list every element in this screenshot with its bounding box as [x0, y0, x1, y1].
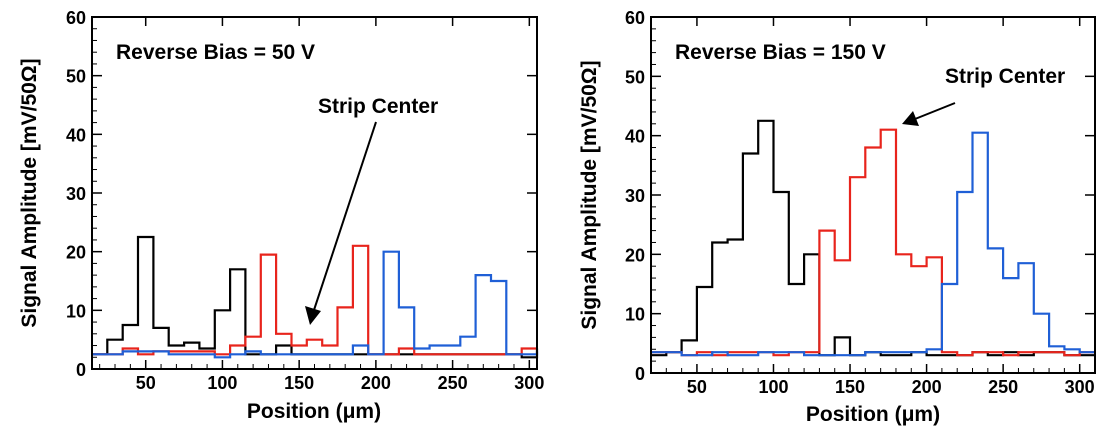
chart-right-xtick-label-150: 150: [835, 377, 865, 397]
chart-left-ylabel: Signal Amplitude [mV/50Ω]: [18, 58, 41, 327]
chart-left-xtick-label-50: 50: [136, 373, 156, 393]
chart-right-xtick-label-200: 200: [912, 377, 942, 397]
chart-right-ytick-label-60: 60: [625, 8, 645, 28]
chart-left-xtick-label-100: 100: [207, 373, 237, 393]
chart-left-ytick-label-40: 40: [66, 125, 86, 145]
chart-right-series-2: [651, 131, 1095, 357]
chart-left-ytick-label-30: 30: [66, 184, 86, 204]
chart-left-callout: Strip Center: [318, 95, 438, 118]
chart-right-xtick-label-250: 250: [988, 377, 1018, 397]
chart-right-ylabel: Signal Amplitude [mV/50Ω]: [578, 60, 601, 329]
chart-left-series-2: [92, 250, 539, 359]
chart-right-ytick-label-10: 10: [625, 305, 645, 325]
chart-left-ytick-label-20: 20: [66, 243, 86, 263]
chart-right-marks: [651, 119, 1095, 357]
chart-right-callout: Strip Center: [945, 65, 1065, 88]
chart-left-annotation: Reverse Bias = 50 V: [116, 41, 315, 64]
chart-right-ytick-label-20: 20: [625, 245, 645, 265]
chart-right-xlabel: Position (μm): [806, 403, 940, 426]
chart-left-callout-arrow: [305, 121, 377, 325]
chart-right-xtick-label-300: 300: [1065, 377, 1095, 397]
chart-left-xlabel: Position (μm): [247, 400, 381, 423]
chart-right-annotation: Reverse Bias = 150 V: [675, 41, 886, 64]
chart-right-series-0: [651, 119, 1095, 357]
chart-right-ytick-label-40: 40: [625, 127, 645, 147]
chart-left-series-1: [92, 244, 537, 356]
chart-left-xtick-label-200: 200: [361, 373, 391, 393]
chart-left-ytick-label-60: 60: [66, 8, 86, 28]
chart-right: 50 100 150 200 250 300 0 10 20 30 40 50 60 Reverse B…: [578, 8, 1096, 426]
chart-left-marks: [92, 235, 539, 359]
chart-left-ytick-label-10: 10: [66, 301, 86, 321]
chart-right-ticks: 50 100 150 200 250 300 0 10 20 30 40 50 60: [625, 8, 1096, 397]
chart-right-xtick-label-100: 100: [758, 377, 788, 397]
chart-left-xtick-label-250: 250: [438, 373, 468, 393]
chart-right-callout-arrow: [902, 102, 956, 126]
chart-left-xtick-label-150: 150: [284, 373, 314, 393]
chart-right-ytick-label-30: 30: [625, 186, 645, 206]
chart-left-ticks: 50 100 150 200 250 300 0 10 20 30 40 50 60: [66, 8, 544, 393]
chart-left-xtick-label-300: 300: [514, 373, 544, 393]
chart-left: 50 100 150 200 250 300 0 10 20 30 40 50 60 Reverse B…: [18, 8, 544, 423]
chart-right-ytick-label-50: 50: [625, 67, 645, 87]
chart-right-xtick-label-50: 50: [687, 377, 707, 397]
chart-right-ytick-label-0: 0: [635, 364, 645, 384]
chart-left-ytick-label-50: 50: [66, 67, 86, 87]
chart-left-ytick-label-0: 0: [76, 360, 86, 380]
